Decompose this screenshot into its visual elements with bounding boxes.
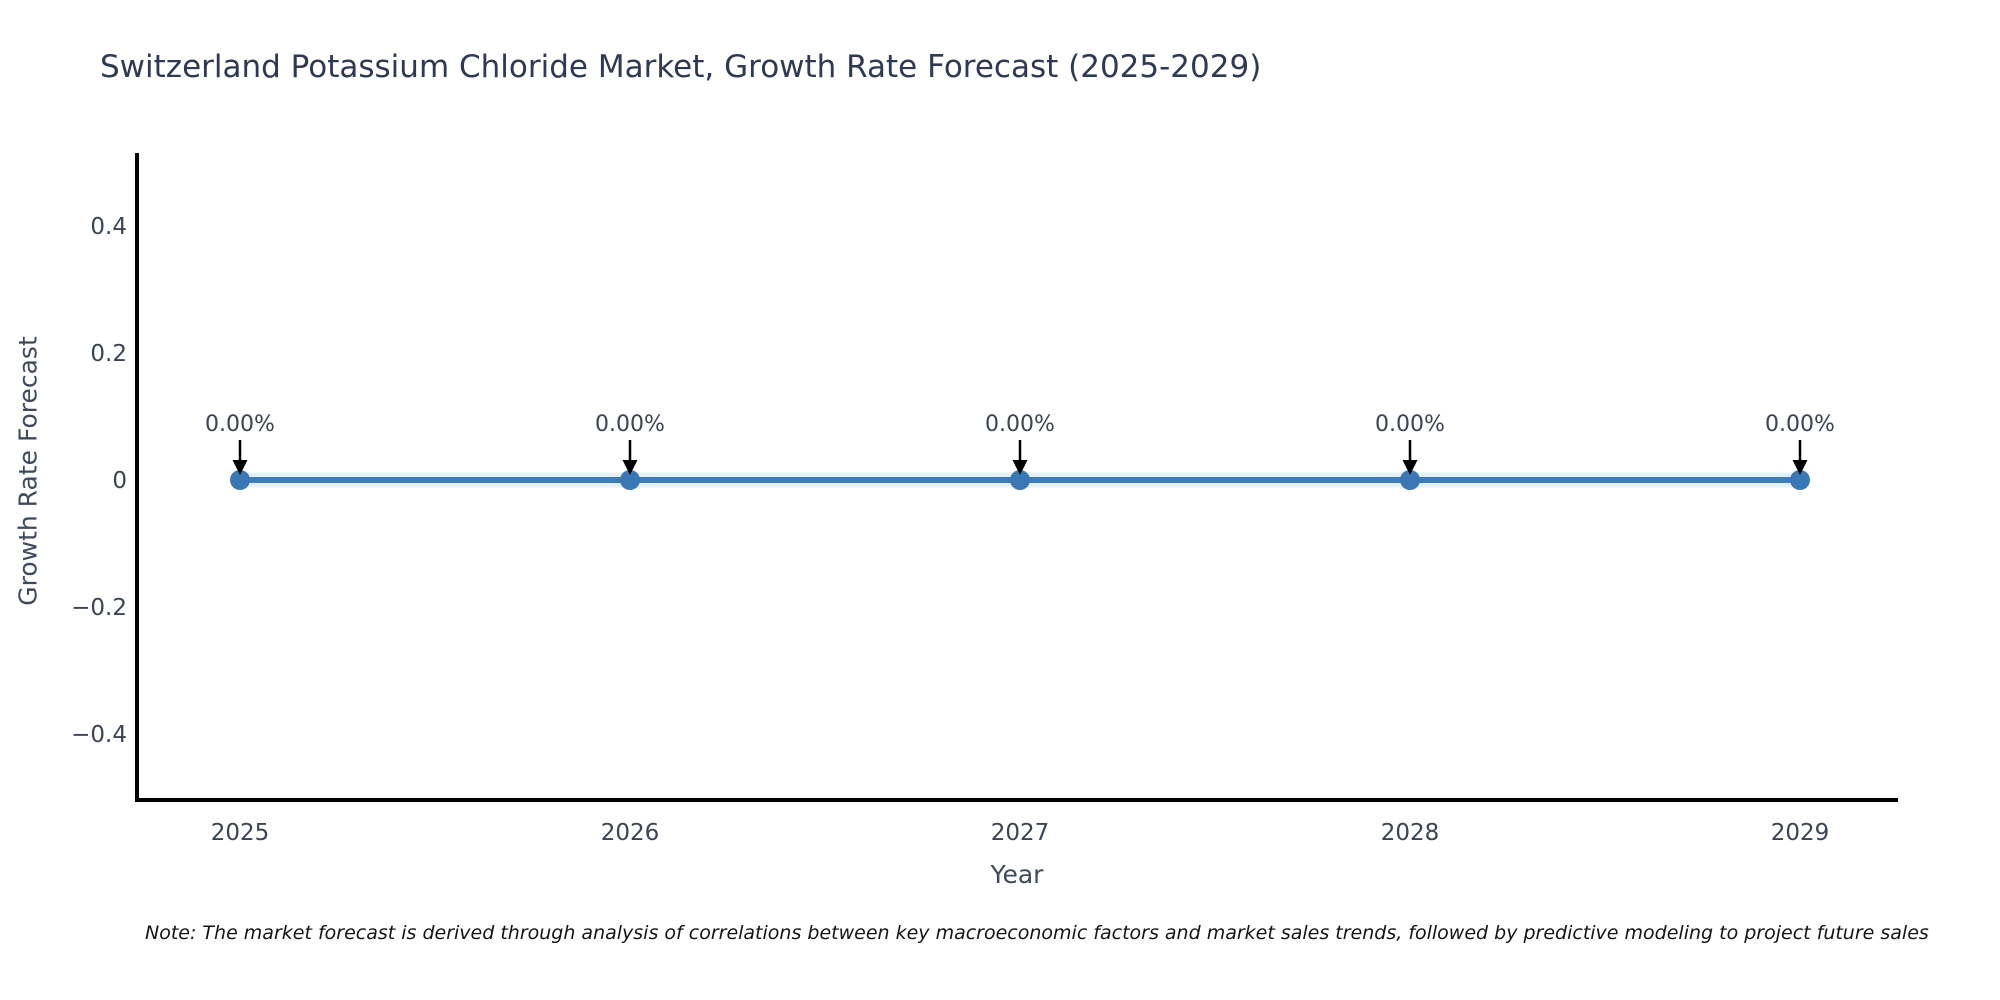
data-point-marker: [1400, 470, 1420, 490]
annotation-arrow-head: [622, 460, 638, 475]
footnote: Note: The market forecast is derived thr…: [145, 922, 1929, 944]
y-tick-label: −0.2: [71, 595, 127, 621]
x-axis-title: Year: [990, 860, 1044, 889]
annotation-arrow-head: [232, 460, 248, 475]
data-point-marker: [1790, 470, 1810, 490]
annotation-arrow-head: [1792, 460, 1808, 475]
x-tick-label: 2026: [601, 820, 660, 846]
x-tick-label: 2027: [991, 820, 1050, 846]
x-tick-label: 2029: [1771, 820, 1830, 846]
data-point-label: 0.00%: [1765, 412, 1835, 437]
annotation-arrow-head: [1402, 460, 1418, 475]
y-tick-label: 0: [112, 468, 127, 494]
data-point-label: 0.00%: [595, 412, 665, 437]
data-point-label: 0.00%: [1375, 412, 1445, 437]
y-tick-label: 0.4: [90, 214, 127, 240]
x-tick-label: 2025: [211, 820, 270, 846]
data-point-label: 0.00%: [205, 412, 275, 437]
x-tick-label: 2028: [1381, 820, 1440, 846]
data-point-marker: [230, 470, 250, 490]
data-point-marker: [1010, 470, 1030, 490]
data-point-label: 0.00%: [985, 412, 1055, 437]
data-point-marker: [620, 470, 640, 490]
y-tick-label: 0.2: [90, 341, 127, 367]
chart-title: Switzerland Potassium Chloride Market, G…: [100, 49, 1262, 85]
y-tick-label: −0.4: [71, 722, 127, 748]
annotation-arrow-head: [1012, 460, 1028, 475]
